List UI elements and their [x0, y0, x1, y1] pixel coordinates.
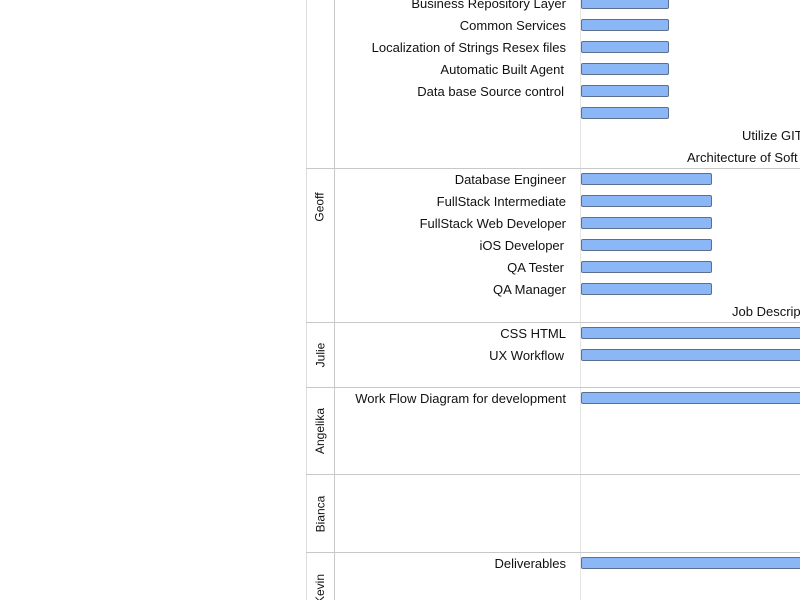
task-bar[interactable] [581, 217, 712, 229]
task-bar[interactable] [581, 239, 712, 251]
task-bar[interactable] [581, 283, 712, 295]
task-label[interactable]: QA Manager [493, 282, 566, 297]
task-bar[interactable] [581, 327, 800, 339]
task-label[interactable]: Data base Source control [417, 84, 564, 99]
task-label[interactable]: Common Services [459, 18, 566, 33]
task-label[interactable]: CSS HTML [500, 326, 566, 341]
owner-column-divider [334, 0, 335, 600]
owner-label-geoff: Geoff [313, 192, 328, 222]
task-label[interactable]: UX Workflow [489, 348, 564, 363]
task-bar[interactable] [581, 557, 800, 569]
task-bar[interactable] [581, 261, 712, 273]
task-bar[interactable] [581, 41, 669, 53]
task-bar[interactable] [581, 0, 669, 9]
owner-label-julie: Julie [313, 342, 327, 368]
left-empty-area [0, 0, 306, 600]
owner-label-angelika: Angelika [313, 407, 327, 455]
task-bar[interactable] [581, 19, 669, 31]
task-bar[interactable] [581, 63, 669, 75]
task-bar[interactable] [581, 85, 669, 97]
timeline-start-gridline [580, 0, 581, 600]
task-bar[interactable] [581, 195, 712, 207]
task-label[interactable]: Deliverables [494, 556, 566, 571]
task-label[interactable]: Automatic Built Agent [440, 62, 564, 77]
task-note: Architecture of Soft [687, 150, 798, 165]
chart-left-border [306, 0, 307, 600]
task-label[interactable]: iOS Developer [479, 238, 564, 253]
group-separator [306, 552, 800, 553]
task-label[interactable]: Work Flow Diagram for development [355, 391, 566, 406]
task-label[interactable]: FullStack Intermediate [436, 194, 566, 209]
group-separator [306, 168, 800, 169]
task-label[interactable]: FullStack Web Developer [419, 216, 566, 231]
task-note: Job Descrip [732, 304, 800, 319]
task-label[interactable]: Business Repository Layer [411, 0, 566, 11]
task-label[interactable]: Database Engineer [454, 172, 566, 187]
owner-label-bianca: Bianca [313, 495, 328, 532]
owner-label-kevin: Kevin [313, 573, 327, 600]
task-bar[interactable] [581, 107, 669, 119]
task-label[interactable]: Localization of Strings Resex files [371, 40, 566, 55]
group-separator [306, 387, 800, 388]
task-bar[interactable] [581, 349, 800, 361]
task-label[interactable]: QA Tester [507, 260, 564, 275]
task-bar[interactable] [581, 392, 800, 404]
group-separator [306, 474, 800, 475]
task-bar[interactable] [581, 173, 712, 185]
group-separator [306, 322, 800, 323]
task-note: Utilize GIT [742, 128, 800, 143]
